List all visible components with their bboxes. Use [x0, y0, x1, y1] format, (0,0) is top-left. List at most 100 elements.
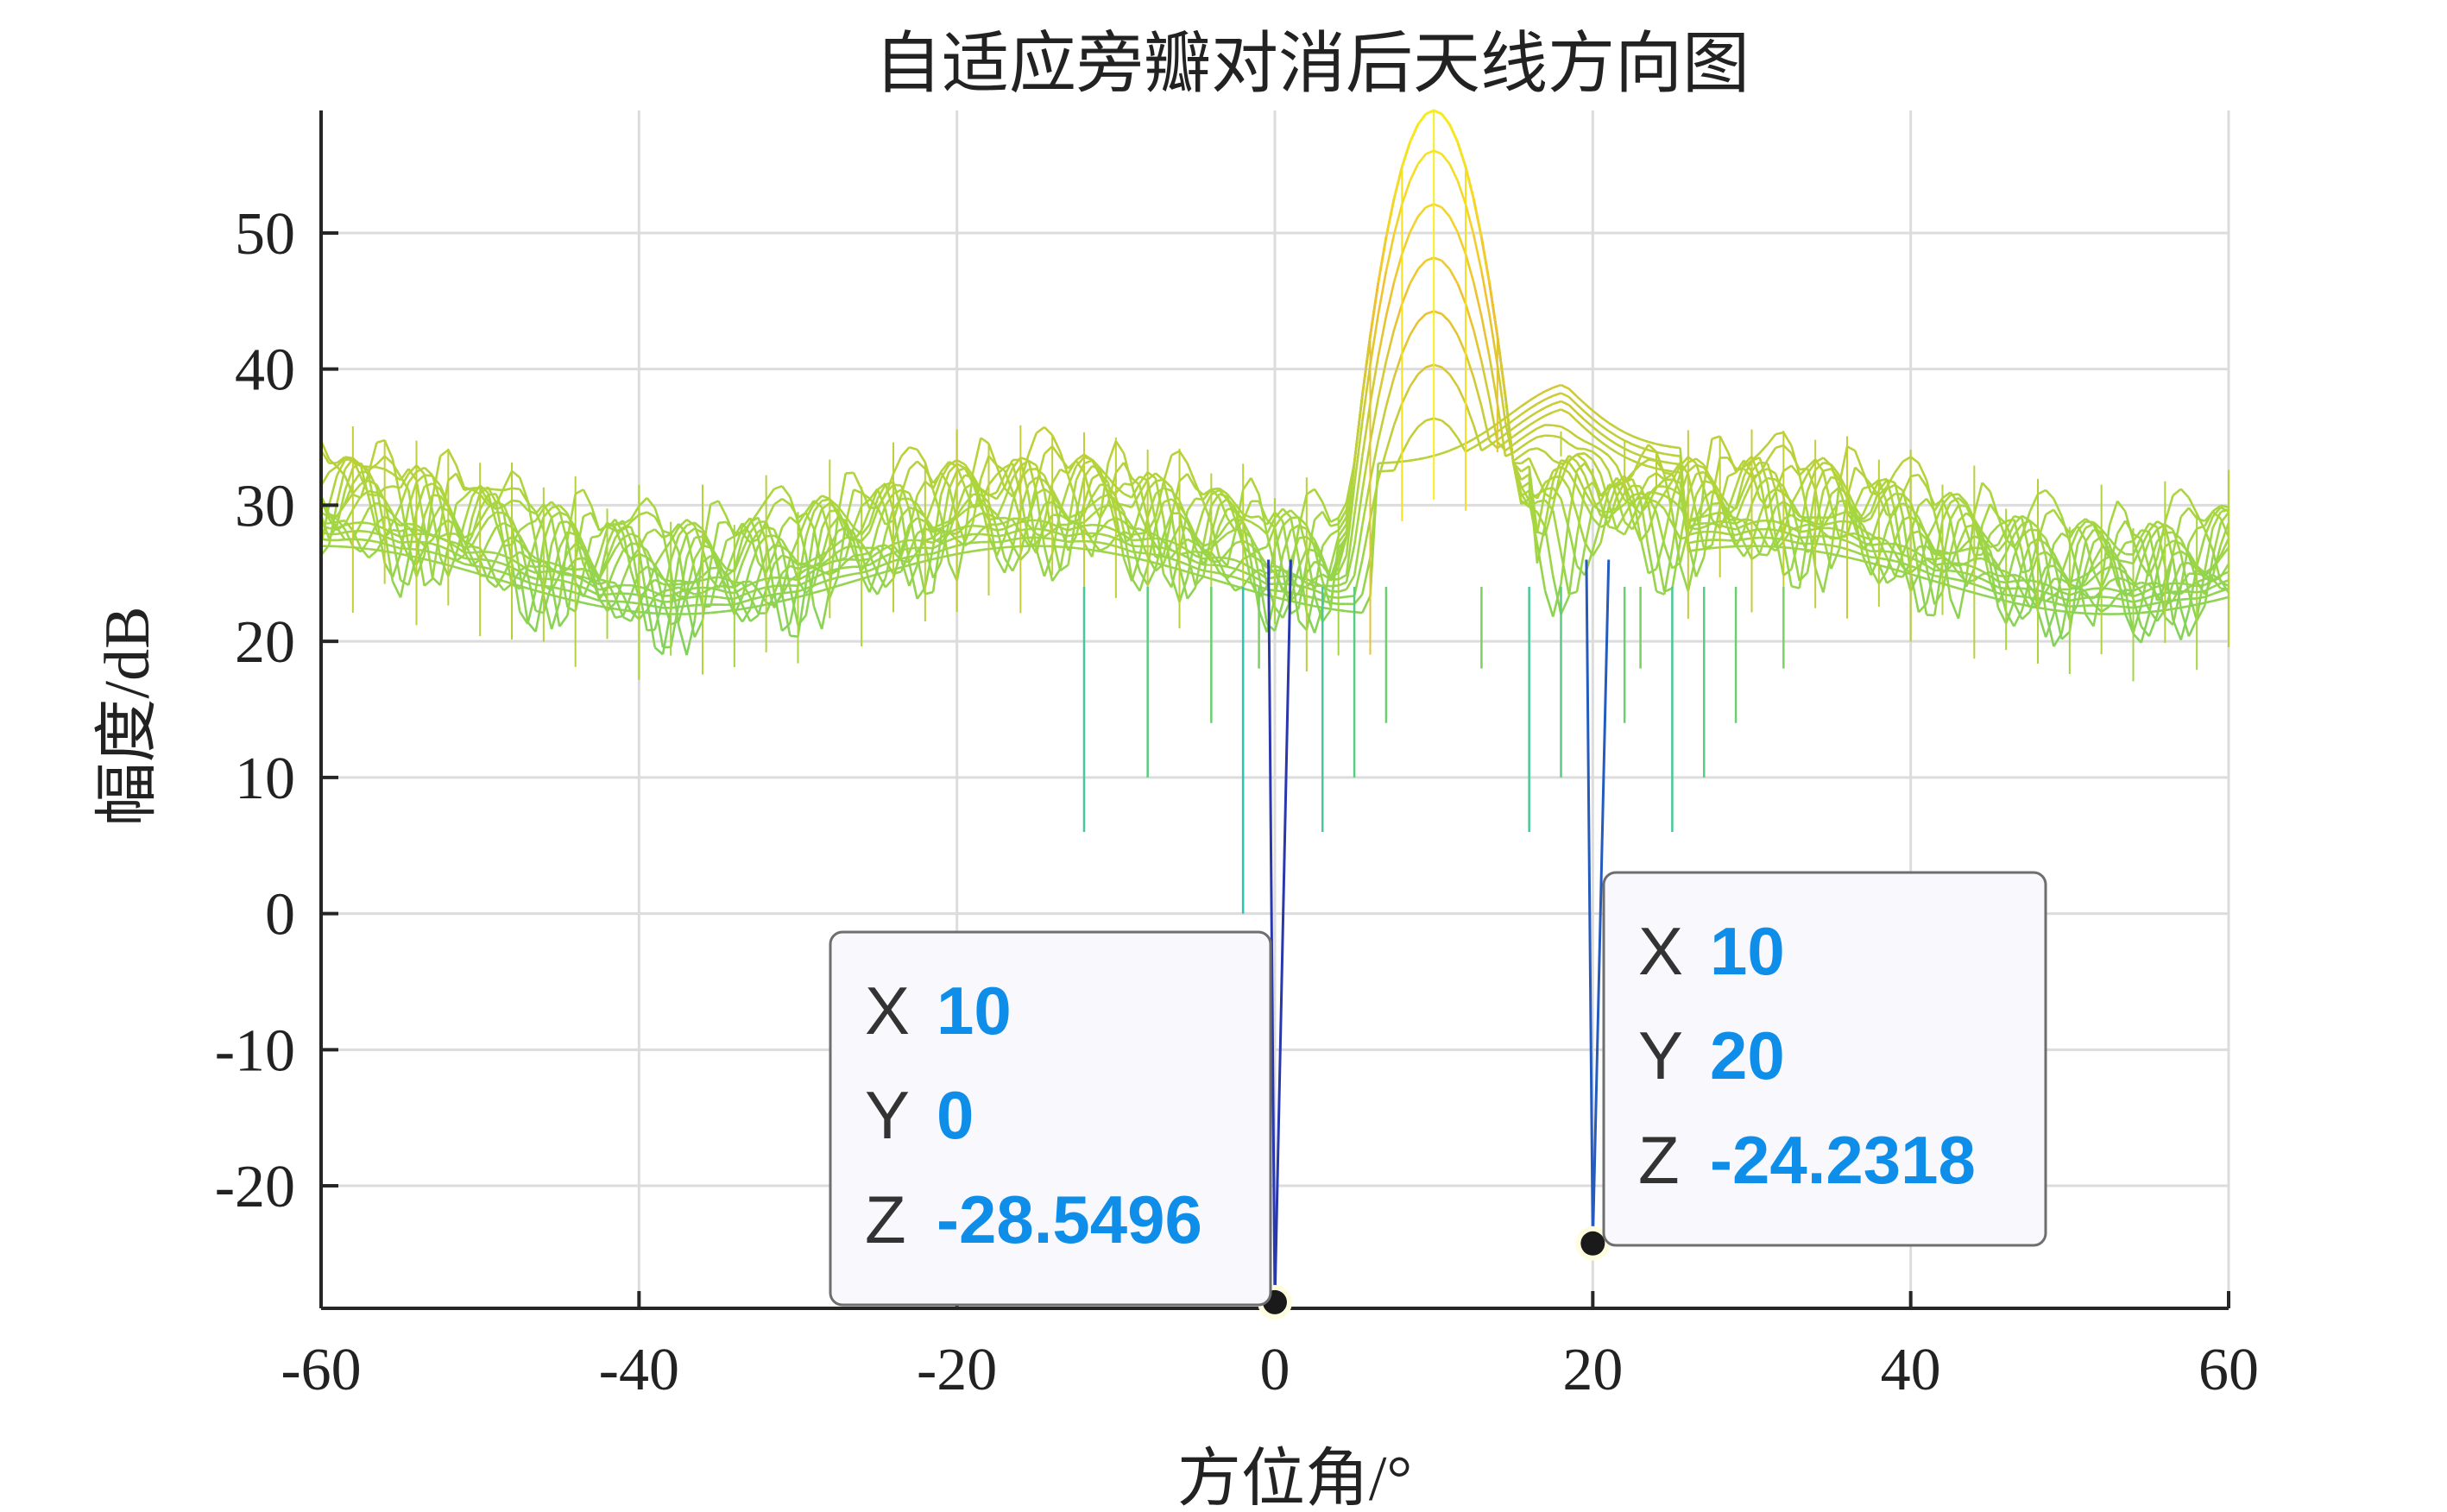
mesh-line: [383, 500, 394, 539]
mesh-line: [2212, 589, 2222, 595]
mesh-line: [1726, 507, 1737, 517]
mesh-line: [1004, 462, 1013, 469]
mesh-line: [1361, 364, 1372, 422]
mesh-line: [1075, 457, 1085, 468]
mesh-line: [519, 523, 529, 532]
mesh-line: [2196, 605, 2206, 621]
mesh-line: [1543, 590, 1555, 617]
mesh-line: [932, 526, 942, 532]
mesh-line: [2045, 508, 2055, 516]
mesh-line: [1672, 454, 1681, 457]
mesh-line: [1290, 509, 1300, 520]
mesh-line: [2028, 540, 2040, 571]
mesh-line: [2132, 539, 2142, 564]
mesh-line: [1337, 516, 1347, 531]
mesh-line: [1631, 443, 1642, 449]
mesh-line: [1003, 558, 1014, 572]
mesh-line: [359, 539, 370, 553]
mesh-line: [415, 537, 426, 547]
mesh-line: [336, 465, 346, 477]
mesh-line: [1027, 432, 1037, 456]
mesh-line: [2219, 518, 2230, 538]
mesh-line: [1584, 440, 1593, 447]
mesh-line: [590, 534, 600, 539]
mesh-line: [1949, 520, 1960, 562]
mesh-line: [1338, 595, 1347, 600]
mesh-line: [1886, 513, 1895, 517]
mesh-line: [1544, 486, 1554, 491]
mesh-line: [876, 482, 886, 491]
mesh-line: [2204, 557, 2214, 606]
mesh-line: [1774, 470, 1785, 493]
mesh-line: [1353, 610, 1363, 614]
mesh-line: [1917, 497, 1927, 507]
mesh-line: [876, 483, 886, 500]
mesh-line: [773, 484, 783, 490]
mesh-line: [1933, 562, 1944, 616]
mesh-line: [899, 469, 911, 495]
mesh-line: [438, 485, 450, 505]
mesh-line: [1520, 473, 1530, 481]
mesh-line: [1091, 540, 1101, 551]
mesh-line: [1219, 580, 1228, 585]
mesh-line: [1146, 567, 1157, 586]
mesh-line: [789, 553, 799, 581]
mesh-line: [844, 489, 855, 525]
mesh-line: [2124, 511, 2135, 541]
mesh-line: [1774, 489, 1785, 543]
mesh-line: [1162, 516, 1173, 557]
mesh-line: [607, 522, 615, 527]
mesh-line: [527, 500, 537, 544]
mesh-line: [1409, 216, 1419, 233]
mesh-line: [622, 518, 632, 526]
mesh-line: [606, 566, 616, 589]
mesh-line: [1258, 575, 1269, 624]
mesh-line: [502, 504, 514, 526]
mesh-line: [1123, 492, 1132, 499]
mesh-line: [1616, 435, 1625, 442]
mesh-line: [1353, 559, 1364, 596]
mesh-line: [1178, 473, 1189, 482]
mesh-line: [1210, 488, 1220, 499]
mesh-line: [2053, 498, 2063, 517]
mesh-line: [804, 532, 816, 584]
mesh-line: [1003, 478, 1014, 501]
datatip-row-label: Y: [865, 1077, 910, 1153]
mesh-line: [2220, 581, 2229, 588]
mesh-line: [2084, 595, 2094, 600]
mesh-line: [629, 526, 640, 551]
mesh-line: [1616, 528, 1625, 536]
mesh-line: [1631, 513, 1642, 531]
mesh-line: [884, 482, 895, 511]
mesh-line: [1297, 494, 1309, 529]
mesh-line: [1369, 398, 1379, 443]
mesh-line: [369, 539, 377, 544]
mesh-line: [368, 550, 378, 559]
mesh-line: [939, 515, 950, 564]
mesh-line: [1496, 403, 1507, 457]
mesh-line: [789, 538, 799, 559]
mesh-line: [336, 456, 346, 464]
mesh-line: [1107, 536, 1117, 548]
mesh-line: [885, 520, 894, 526]
y-tick-label: -10: [215, 1017, 295, 1084]
mesh-line: [1774, 519, 1785, 539]
mesh-line: [995, 499, 1006, 520]
mesh-line: [821, 495, 830, 501]
mesh-line: [1599, 490, 1611, 522]
mesh-line: [2077, 518, 2087, 526]
mesh-line: [1433, 417, 1442, 422]
mesh-line: [629, 570, 640, 598]
mesh-line: [2124, 539, 2134, 545]
mesh-line: [1321, 581, 1332, 607]
mesh-line: [1631, 457, 1642, 476]
mesh-line: [2219, 538, 2230, 557]
mesh-line: [836, 473, 848, 518]
mesh-line: [1663, 469, 1673, 473]
mesh-line: [478, 541, 489, 561]
mesh-line: [702, 554, 712, 564]
mesh-line: [1798, 474, 1809, 513]
mesh-line: [1885, 472, 1896, 488]
mesh-line: [478, 559, 489, 582]
mesh-line: [2124, 589, 2135, 634]
